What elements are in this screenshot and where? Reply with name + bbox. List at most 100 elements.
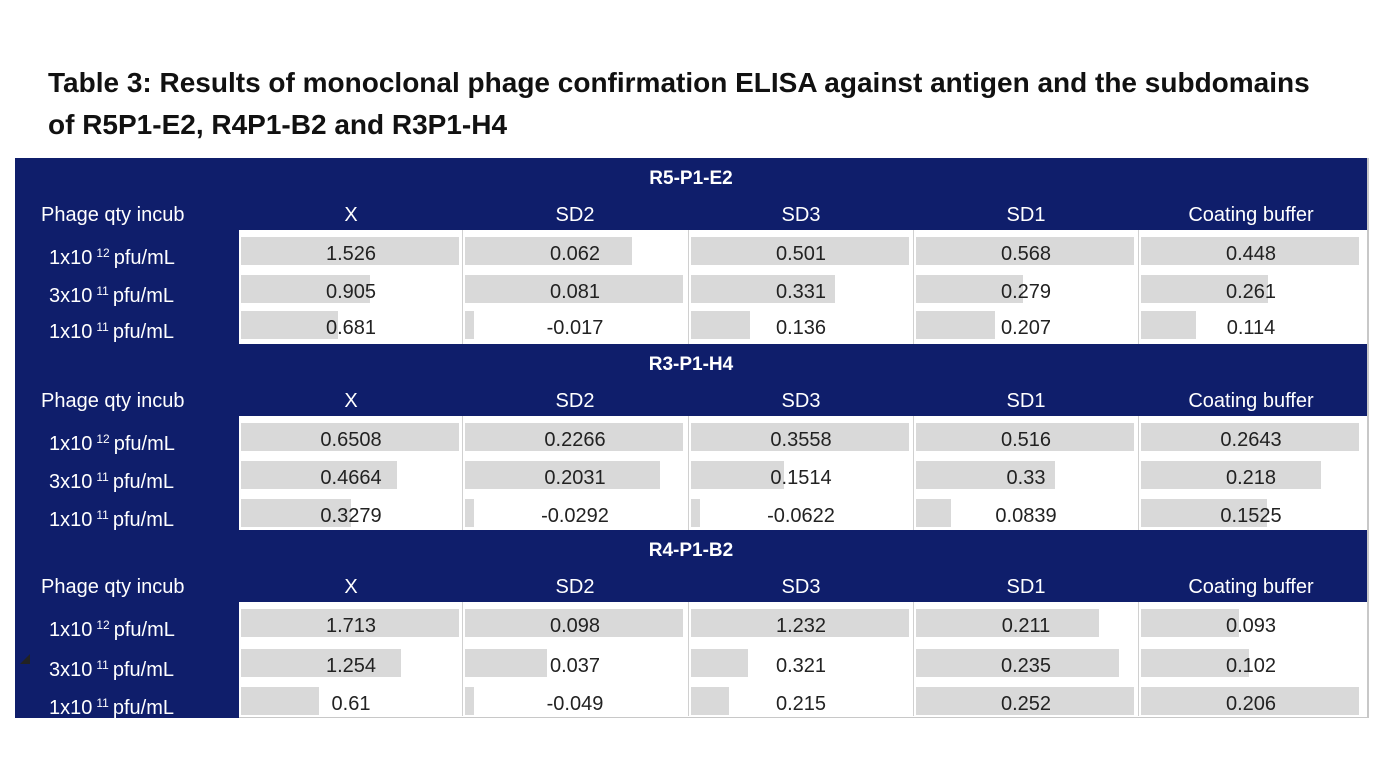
cell-value: 0.3558: [770, 429, 832, 451]
cell-value: 0.516: [1000, 429, 1052, 451]
data-cell: 0.102: [1139, 646, 1363, 682]
cell-value: 0.2643: [1220, 429, 1282, 451]
data-cell: 0.206: [1139, 684, 1363, 720]
cell-value: 0.3279: [320, 505, 382, 527]
column-header: X: [344, 390, 358, 412]
data-bar: [916, 275, 1023, 303]
column-header: SD2: [555, 576, 595, 598]
column-header: SD3: [781, 390, 821, 412]
data-cell: 0.516: [914, 420, 1138, 456]
data-bar: [1141, 237, 1359, 265]
cell-value: 0.448: [1225, 243, 1277, 265]
row-label-exponent: 12: [96, 246, 110, 260]
grid-line: [1138, 230, 1139, 344]
cell-value: -0.0292: [541, 505, 609, 527]
data-cell: 1.526: [239, 234, 463, 270]
data-cell: 0.081: [463, 272, 687, 308]
data-cell: 0.2643: [1139, 420, 1363, 456]
column-header: SD3: [781, 576, 821, 598]
column-header: X: [344, 576, 358, 598]
grid-line: [688, 416, 689, 530]
row-label-exponent: 11: [96, 470, 109, 484]
grid-line: [913, 230, 914, 344]
data-bar: [916, 687, 1134, 715]
row-label: 3x10 11 pfu/mL: [49, 274, 239, 308]
grid-line: [462, 230, 463, 344]
row-label-exponent: 11: [96, 508, 109, 522]
row-label: 3x10 11 pfu/mL: [49, 460, 239, 494]
row-label-unit: pfu/mL: [112, 509, 174, 531]
cell-value: 0.2031: [544, 467, 606, 489]
cell-value: -0.0622: [767, 505, 835, 527]
data-bar: [465, 237, 632, 265]
row-label: 1x10 11 pfu/mL: [49, 686, 239, 720]
data-cell: 1.232: [689, 606, 913, 642]
data-bar: [691, 649, 748, 677]
data-cell: 0.114: [1139, 308, 1363, 344]
data-bar: [1141, 423, 1359, 451]
row-label-exponent: 12: [96, 618, 110, 632]
data-cell: 0.3558: [689, 420, 913, 456]
data-bar: [691, 237, 909, 265]
cell-value: 0.331: [775, 281, 827, 303]
data-bar: [465, 461, 660, 489]
data-bar: [241, 649, 401, 677]
data-bar: [241, 311, 338, 339]
cell-value: 0.568: [1000, 243, 1052, 265]
column-header: SD1: [1006, 204, 1046, 226]
row-label-base: 1x10: [49, 509, 93, 531]
data-cell: 0.4664: [239, 458, 463, 494]
grid-line: [1138, 602, 1139, 716]
data-cell: 1.254: [239, 646, 463, 682]
grid-line: [1138, 416, 1139, 530]
cell-value: 1.713: [325, 615, 377, 637]
cell-value: 0.207: [1000, 317, 1052, 339]
grid-line: [913, 602, 914, 716]
cell-value: 0.501: [775, 243, 827, 265]
cell-value: 0.681: [325, 317, 377, 339]
cell-value: 0.4664: [320, 467, 382, 489]
cell-value: 0.206: [1225, 693, 1277, 715]
column-header: Phage qty incub: [41, 390, 185, 412]
column-header: X: [344, 204, 358, 226]
data-bar: [691, 499, 700, 527]
grid-line: [913, 416, 914, 530]
cell-value: 0.215: [775, 693, 827, 715]
data-bar: [691, 311, 750, 339]
data-bar: [241, 237, 459, 265]
row-label-unit: pfu/mL: [112, 321, 174, 343]
data-bar: [465, 499, 474, 527]
data-cell: 1.713: [239, 606, 463, 642]
data-bar: [241, 423, 459, 451]
cell-value: 0.136: [775, 317, 827, 339]
data-bar: [916, 609, 1099, 637]
data-cell: 0.6508: [239, 420, 463, 456]
elisa-results-table: R5-P1-E2 Phage qty incub X SD2 SD3 SD1 Coating…: [15, 158, 1369, 720]
cell-value: 0.081: [549, 281, 601, 303]
column-header: Coating buffer: [1188, 576, 1314, 598]
data-bar: [241, 609, 459, 637]
cell-value: 1.254: [325, 655, 377, 677]
data-bar: [916, 461, 1055, 489]
data-cell: 0.207: [914, 308, 1138, 344]
data-bar: [691, 423, 909, 451]
row-label-column: [15, 158, 239, 718]
data-cell: 0.321: [689, 646, 913, 682]
data-bar: [916, 649, 1119, 677]
data-cell: 0.0839: [914, 496, 1138, 532]
cell-value: 1.232: [775, 615, 827, 637]
data-cell: 0.218: [1139, 458, 1363, 494]
row-label: 1x10 11 pfu/mL: [49, 310, 239, 344]
column-header: SD1: [1006, 390, 1046, 412]
data-cell: 0.211: [914, 606, 1138, 642]
cell-value: 0.235: [1000, 655, 1052, 677]
data-cell: 0.136: [689, 308, 913, 344]
column-header: Phage qty incub: [41, 204, 185, 226]
data-bar: [465, 311, 474, 339]
data-cell: 0.261: [1139, 272, 1363, 308]
row-label: 3x10 11 pfu/mL: [49, 648, 239, 682]
data-bar: [465, 687, 474, 715]
row-label-base: 1x10: [49, 433, 93, 455]
column-header: Phage qty incub: [41, 576, 185, 598]
data-cell: 0.235: [914, 646, 1138, 682]
